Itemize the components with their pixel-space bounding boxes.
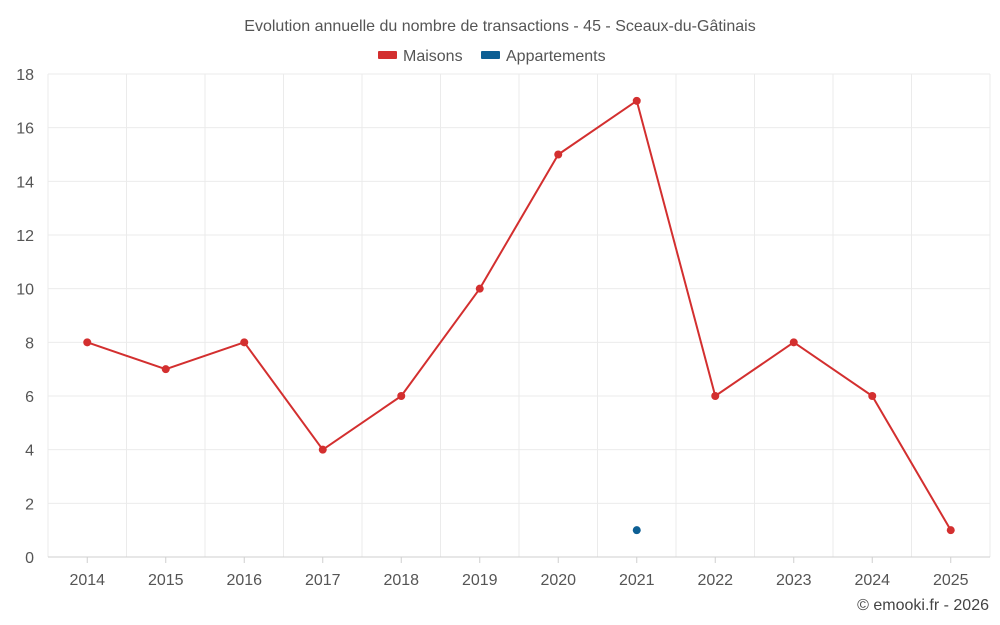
y-tick-label: 10 [16,282,34,299]
legend-label-maisons[interactable]: Maisons [403,48,463,65]
y-tick-label: 8 [25,335,34,352]
y-tick-label: 0 [25,550,34,567]
chart-title: Evolution annuelle du nombre de transact… [244,18,755,35]
axes: 0 2 4 6 8 10 12 14 16 18 2014 2015 2016 2017 2018 2019 2… [16,67,990,589]
data-point-maisons[interactable] [475,284,484,293]
x-tick-label: 2021 [619,572,655,589]
data-point-maisons[interactable] [554,150,563,159]
x-tick-label: 2015 [148,572,184,589]
legend-swatch-maisons[interactable] [378,51,397,59]
y-tick-label: 18 [16,67,34,84]
x-tick-label: 2019 [462,572,498,589]
footer-credit: © emooki.fr - 2026 [857,597,989,614]
y-tick-label: 2 [25,496,34,513]
x-tick-label: 2024 [854,572,890,589]
x-tick-label: 2023 [776,572,812,589]
series-line-maisons [86,99,952,531]
y-tick-label: 12 [16,228,34,245]
gridlines [47,73,991,557]
x-tick-label: 2017 [305,572,341,589]
x-tick-label: 2016 [226,572,262,589]
data-point-maisons[interactable] [789,338,798,347]
x-tick-label: 2022 [697,572,733,589]
data-point-maisons[interactable] [868,392,877,400]
x-tick-label: 2025 [933,572,969,589]
y-tick-label: 16 [16,121,34,138]
series [83,96,955,535]
x-tick-label: 2020 [540,572,576,589]
legend-swatch-appartements[interactable] [481,51,500,59]
data-point-maisons[interactable] [240,338,249,347]
data-point-maisons[interactable] [161,365,170,374]
data-point-maisons[interactable] [318,445,327,454]
y-tick-label: 14 [16,174,34,191]
x-tick-label: 2014 [69,572,105,589]
data-point-maisons[interactable] [632,96,641,105]
data-point-maisons[interactable] [83,338,92,347]
data-point-appartements[interactable] [632,526,641,535]
legend[interactable]: Maisons Appartements [378,48,606,65]
data-point-maisons[interactable] [946,526,955,535]
data-point-maisons[interactable] [397,392,406,400]
data-point-maisons[interactable] [711,392,720,400]
x-tick-label: 2018 [383,572,419,589]
y-tick-label: 6 [25,389,34,406]
legend-label-appartements[interactable]: Appartements [506,48,606,65]
y-tick-label: 4 [25,443,34,460]
